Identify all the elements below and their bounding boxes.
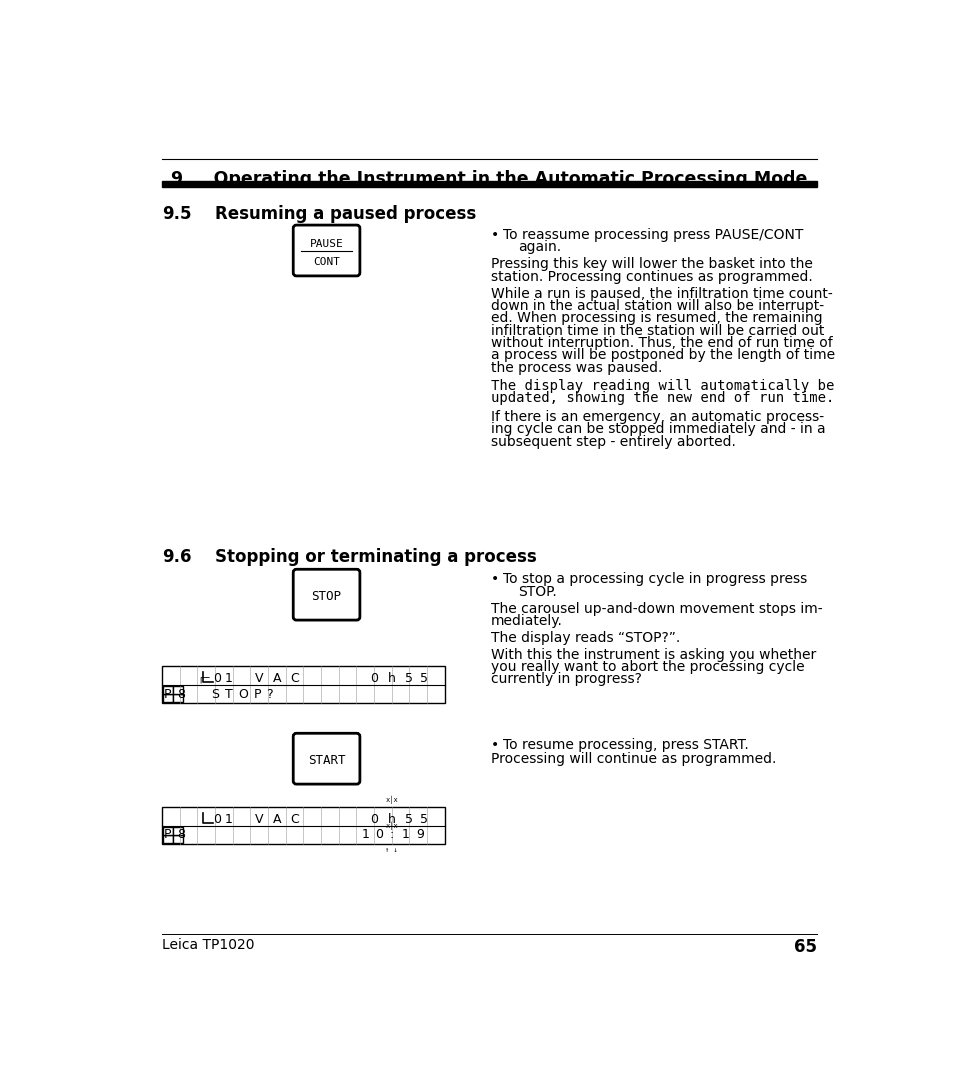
Text: 8: 8 [177, 828, 185, 841]
Text: subsequent step - entirely aborted.: subsequent step - entirely aborted. [491, 434, 736, 448]
Text: 9.5: 9.5 [162, 205, 192, 224]
Text: P: P [253, 688, 261, 701]
Text: V: V [254, 672, 263, 685]
Text: ed. When processing is resumed, the remaining: ed. When processing is resumed, the rema… [491, 311, 822, 325]
Text: 0: 0 [213, 672, 220, 685]
Text: Resuming a paused process: Resuming a paused process [214, 205, 476, 224]
Text: 0: 0 [370, 813, 377, 826]
Text: 1: 1 [225, 813, 233, 826]
Bar [172, 835, 183, 843]
Text: 5: 5 [405, 672, 413, 685]
Text: infiltration time in the station will be carried out: infiltration time in the station will be… [491, 324, 823, 338]
Text: currently in progress?: currently in progress? [491, 673, 641, 687]
Bar [172, 827, 183, 835]
Text: ing cycle can be stopped immediately and - in a: ing cycle can be stopped immediately and… [491, 422, 825, 436]
Bar [162, 835, 172, 843]
Text: To stop a processing cycle in progress press: To stop a processing cycle in progress p… [502, 572, 806, 586]
Text: START: START [308, 754, 345, 767]
Text: S: S [211, 688, 218, 701]
Text: ↑ ↓: ↑ ↓ [385, 847, 397, 853]
Bar [162, 694, 172, 702]
Bar [172, 694, 183, 702]
FancyBboxPatch shape [293, 225, 359, 275]
Text: •: • [491, 738, 499, 752]
Text: without interruption. Thus, the end of run time of: without interruption. Thus, the end of r… [491, 336, 832, 350]
Text: C: C [290, 672, 298, 685]
Text: A: A [273, 672, 281, 685]
Text: x│x: x│x [385, 822, 397, 829]
Text: The display reading will automatically be: The display reading will automatically b… [491, 379, 834, 393]
Text: h: h [387, 672, 395, 685]
Text: PAUSE: PAUSE [310, 239, 343, 248]
Text: V: V [254, 813, 263, 826]
Text: A: A [273, 813, 281, 826]
Text: Processing will continue as programmed.: Processing will continue as programmed. [491, 752, 776, 766]
Text: a process will be postponed by the length of time: a process will be postponed by the lengt… [491, 348, 835, 362]
Text: •: • [491, 228, 499, 242]
Text: •: • [491, 572, 499, 586]
Text: While a run is paused, the infiltration time count-: While a run is paused, the infiltration … [491, 286, 832, 300]
Text: The carousel up-and-down movement stops im-: The carousel up-and-down movement stops … [491, 602, 822, 616]
Text: ┌─: ┌─ [197, 674, 210, 684]
Text: 9.6: 9.6 [162, 548, 192, 566]
Text: 1: 1 [401, 828, 410, 841]
Text: x│x: x│x [385, 796, 397, 805]
Text: STOP: STOP [312, 590, 341, 603]
Text: 0: 0 [370, 672, 377, 685]
Bar [162, 686, 172, 694]
Text: 1: 1 [361, 828, 369, 841]
Text: Pressing this key will lower the basket into the: Pressing this key will lower the basket … [491, 257, 812, 271]
Text: h: h [387, 813, 395, 826]
Text: 9.    Operating the Instrument in the Automatic Processing Mode: 9. Operating the Instrument in the Autom… [171, 170, 806, 188]
Text: 5: 5 [419, 672, 427, 685]
Bar [162, 666, 444, 703]
Text: 65: 65 [793, 939, 816, 956]
Bar [162, 181, 816, 187]
Text: C: C [290, 813, 298, 826]
Bar [162, 807, 444, 845]
Text: 5: 5 [419, 813, 427, 826]
FancyBboxPatch shape [293, 733, 359, 784]
Bar [172, 686, 183, 694]
Text: 1: 1 [225, 672, 233, 685]
Text: again.: again. [517, 241, 561, 255]
Text: O: O [238, 688, 248, 701]
Text: updated, showing the new end of run time.: updated, showing the new end of run time… [491, 391, 834, 405]
Text: down in the actual station will also be interrupt-: down in the actual station will also be … [491, 299, 823, 313]
Text: If there is an emergency, an automatic process-: If there is an emergency, an automatic p… [491, 410, 823, 423]
Text: station. Processing continues as programmed.: station. Processing continues as program… [491, 270, 812, 284]
Bar [162, 827, 172, 835]
Text: 8: 8 [177, 688, 185, 701]
Text: To reassume processing press PAUSE/CONT: To reassume processing press PAUSE/CONT [502, 228, 802, 242]
Text: The display reads “STOP?”.: The display reads “STOP?”. [491, 631, 679, 645]
Text: you really want to abort the processing cycle: you really want to abort the processing … [491, 660, 804, 674]
Text: Stopping or terminating a process: Stopping or terminating a process [214, 548, 536, 566]
Text: mediately.: mediately. [491, 613, 562, 627]
Text: STOP.: STOP. [517, 584, 557, 598]
Text: the process was paused.: the process was paused. [491, 361, 662, 375]
Text: CONT: CONT [313, 257, 339, 267]
Text: 0: 0 [375, 828, 383, 841]
Text: 9: 9 [416, 828, 423, 841]
Text: T: T [225, 688, 233, 701]
Text: ?: ? [266, 688, 273, 701]
Text: P: P [163, 688, 171, 701]
Text: With this the instrument is asking you whether: With this the instrument is asking you w… [491, 648, 816, 662]
Text: :: : [389, 828, 394, 841]
Text: P: P [163, 828, 171, 841]
Text: To resume processing, press START.: To resume processing, press START. [502, 738, 748, 752]
FancyBboxPatch shape [293, 569, 359, 620]
Text: 0: 0 [213, 813, 220, 826]
Text: 5: 5 [405, 813, 413, 826]
Text: Leica TP1020: Leica TP1020 [162, 939, 254, 953]
